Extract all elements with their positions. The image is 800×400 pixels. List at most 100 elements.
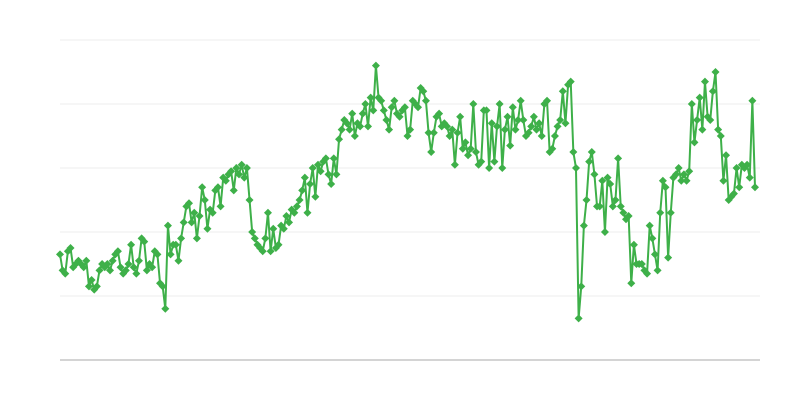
data-point: [650, 250, 659, 259]
data-point: [708, 87, 717, 96]
data-point: [106, 266, 115, 275]
data-point: [608, 202, 617, 211]
data-point: [453, 128, 462, 137]
data-point: [324, 170, 333, 179]
data-point: [682, 176, 691, 185]
data-point: [332, 170, 341, 179]
data-point: [485, 164, 494, 172]
data-point: [490, 157, 499, 166]
data-point: [656, 208, 665, 217]
data-point: [435, 109, 444, 118]
data-point: [321, 154, 330, 163]
data-point: [690, 138, 699, 147]
data-point: [569, 148, 578, 156]
data-point: [664, 253, 673, 262]
data-point: [379, 106, 388, 115]
data-point: [92, 282, 101, 291]
data-point: [695, 93, 704, 102]
data-point: [429, 128, 438, 137]
data-point: [327, 180, 336, 188]
data-point: [406, 125, 415, 134]
data-point: [450, 160, 459, 169]
data-point: [587, 148, 596, 156]
data-point: [134, 256, 143, 265]
data-point: [195, 212, 204, 220]
data-point: [177, 234, 186, 243]
data-point: [645, 221, 654, 230]
data-point: [685, 167, 694, 176]
data-point: [658, 176, 667, 185]
data-point: [237, 160, 246, 169]
data-point: [487, 119, 496, 128]
data-point: [598, 176, 607, 185]
data-point: [577, 282, 586, 291]
data-point: [203, 224, 212, 233]
data-point: [292, 202, 301, 211]
data-point: [603, 173, 612, 182]
data-point: [677, 176, 686, 185]
data-point: [269, 224, 278, 233]
data-point: [442, 122, 451, 131]
data-point: [124, 260, 133, 268]
data-point: [142, 266, 151, 275]
data-point: [527, 122, 536, 131]
data-point: [506, 141, 515, 150]
data-point: [163, 221, 172, 230]
data-point: [464, 151, 473, 160]
data-point: [208, 208, 217, 217]
data-point: [456, 112, 465, 121]
data-point: [482, 106, 491, 115]
data-point: [148, 263, 157, 272]
data-point: [672, 170, 681, 179]
data-point: [471, 148, 480, 156]
data-point: [600, 228, 609, 236]
data-point: [700, 77, 709, 86]
data-point: [498, 164, 507, 172]
data-point: [582, 196, 591, 204]
data-point: [56, 250, 64, 259]
data-point: [190, 208, 199, 217]
data-point: [345, 125, 354, 134]
data-point: [629, 240, 638, 249]
data-point: [595, 202, 604, 211]
data-point: [87, 276, 96, 284]
data-point: [266, 247, 275, 256]
data-point: [524, 128, 533, 137]
data-point: [390, 96, 399, 105]
data-point: [184, 199, 193, 208]
data-point: [558, 87, 567, 96]
data-point: [748, 96, 757, 105]
data-point: [511, 125, 520, 134]
data-point: [213, 183, 222, 192]
data-point: [493, 122, 502, 131]
data-point: [108, 256, 117, 265]
data-point: [371, 61, 380, 70]
data-point: [174, 256, 183, 265]
data-point: [153, 250, 162, 259]
data-point: [116, 263, 125, 272]
data-point: [561, 119, 570, 128]
data-point: [158, 282, 167, 291]
data-point: [290, 208, 299, 217]
data-point: [242, 164, 251, 172]
data-point: [614, 154, 623, 163]
data-point: [227, 167, 236, 176]
data-point: [585, 157, 594, 166]
data-point: [161, 304, 170, 313]
data-point: [619, 208, 628, 217]
data-point: [751, 183, 759, 192]
data-point: [458, 144, 467, 153]
data-point: [424, 128, 433, 137]
data-point: [519, 116, 528, 124]
data-point: [448, 125, 457, 134]
data-point: [745, 173, 754, 182]
data-point: [377, 96, 386, 105]
data-point: [240, 173, 249, 182]
data-point: [337, 125, 346, 134]
data-point: [445, 132, 454, 140]
data-point: [571, 164, 580, 172]
data-point: [648, 234, 657, 243]
data-point: [508, 103, 517, 112]
data-point: [229, 186, 238, 195]
